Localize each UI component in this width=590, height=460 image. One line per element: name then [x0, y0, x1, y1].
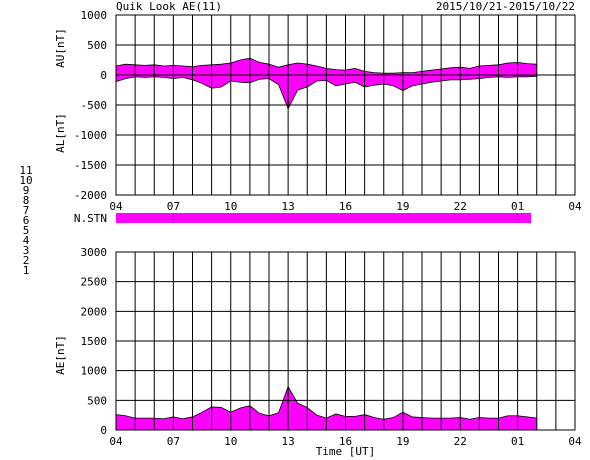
x-tick-label: 13	[282, 200, 295, 213]
y-tick-label: 1000	[81, 365, 108, 378]
x-tick-label: 04	[568, 435, 582, 448]
plot-frame	[115, 14, 576, 196]
x-tick-label: 04	[568, 200, 582, 213]
x-tick-label: 07	[167, 200, 180, 213]
y-tick-label: 0	[100, 69, 107, 82]
y-tick-label: 2000	[81, 305, 108, 318]
station-count-legend-item: 5	[23, 224, 30, 237]
y-tick-label: 1500	[81, 335, 108, 348]
date-range: 2015/10/21-2015/10/22	[436, 0, 575, 13]
y-tick-label: 2500	[81, 276, 108, 289]
x-tick-label: 13	[282, 435, 295, 448]
x-tick-label: 07	[167, 435, 180, 448]
station-count-legend-item: 2	[23, 254, 30, 267]
y-tick-label: 3000	[81, 246, 108, 259]
y-axis-label-au: AU[nT]	[54, 28, 67, 68]
station-count-legend-item: 3	[23, 244, 30, 257]
x-tick-label: 04	[109, 435, 123, 448]
y-tick-label: 500	[87, 394, 107, 407]
y-tick-label: -1000	[74, 129, 107, 142]
x-tick-label: 22	[454, 200, 467, 213]
x-tick-label: 10	[224, 200, 237, 213]
x-tick-label: 22	[454, 435, 467, 448]
station-count-legend-item: 10	[19, 174, 32, 187]
y-axis-label-al: AL[nT]	[54, 113, 67, 153]
x-tick-label: 19	[396, 200, 409, 213]
y-tick-label: -2000	[74, 189, 107, 202]
station-count-legend-item: 4	[23, 234, 30, 247]
y-tick-label: 0	[100, 424, 107, 437]
station-count-legend-item: 9	[23, 184, 30, 197]
chart-title: Quik Look AE(11)	[116, 0, 222, 13]
station-count-label: N.STN	[74, 212, 107, 225]
x-tick-label: 16	[339, 435, 352, 448]
station-count-legend-item: 8	[23, 194, 30, 207]
y-tick-label: -1500	[74, 159, 107, 172]
x-tick-label: 10	[224, 435, 237, 448]
x-tick-label: 01	[511, 435, 524, 448]
y-tick-label: 1000	[81, 9, 108, 22]
x-tick-label: 01	[511, 200, 524, 213]
x-tick-label: 16	[339, 200, 352, 213]
station-count-legend-item: 11	[19, 164, 32, 177]
plot-frame	[115, 251, 576, 431]
x-axis-label: Time [UT]	[316, 445, 376, 458]
y-axis-label-ae: AE[nT]	[54, 335, 67, 375]
y-tick-label: -500	[81, 99, 108, 112]
station-count-legend-item: 7	[23, 204, 30, 217]
station-count-legend-item: 6	[23, 214, 30, 227]
ae-area	[115, 385, 538, 431]
station-count-legend-item: 1	[23, 264, 30, 277]
x-tick-label: 04	[109, 200, 123, 213]
x-tick-label: 19	[396, 435, 409, 448]
station-count-panel: N.STN	[74, 212, 532, 225]
station-count-bar	[116, 213, 532, 223]
y-tick-label: 500	[87, 39, 107, 52]
